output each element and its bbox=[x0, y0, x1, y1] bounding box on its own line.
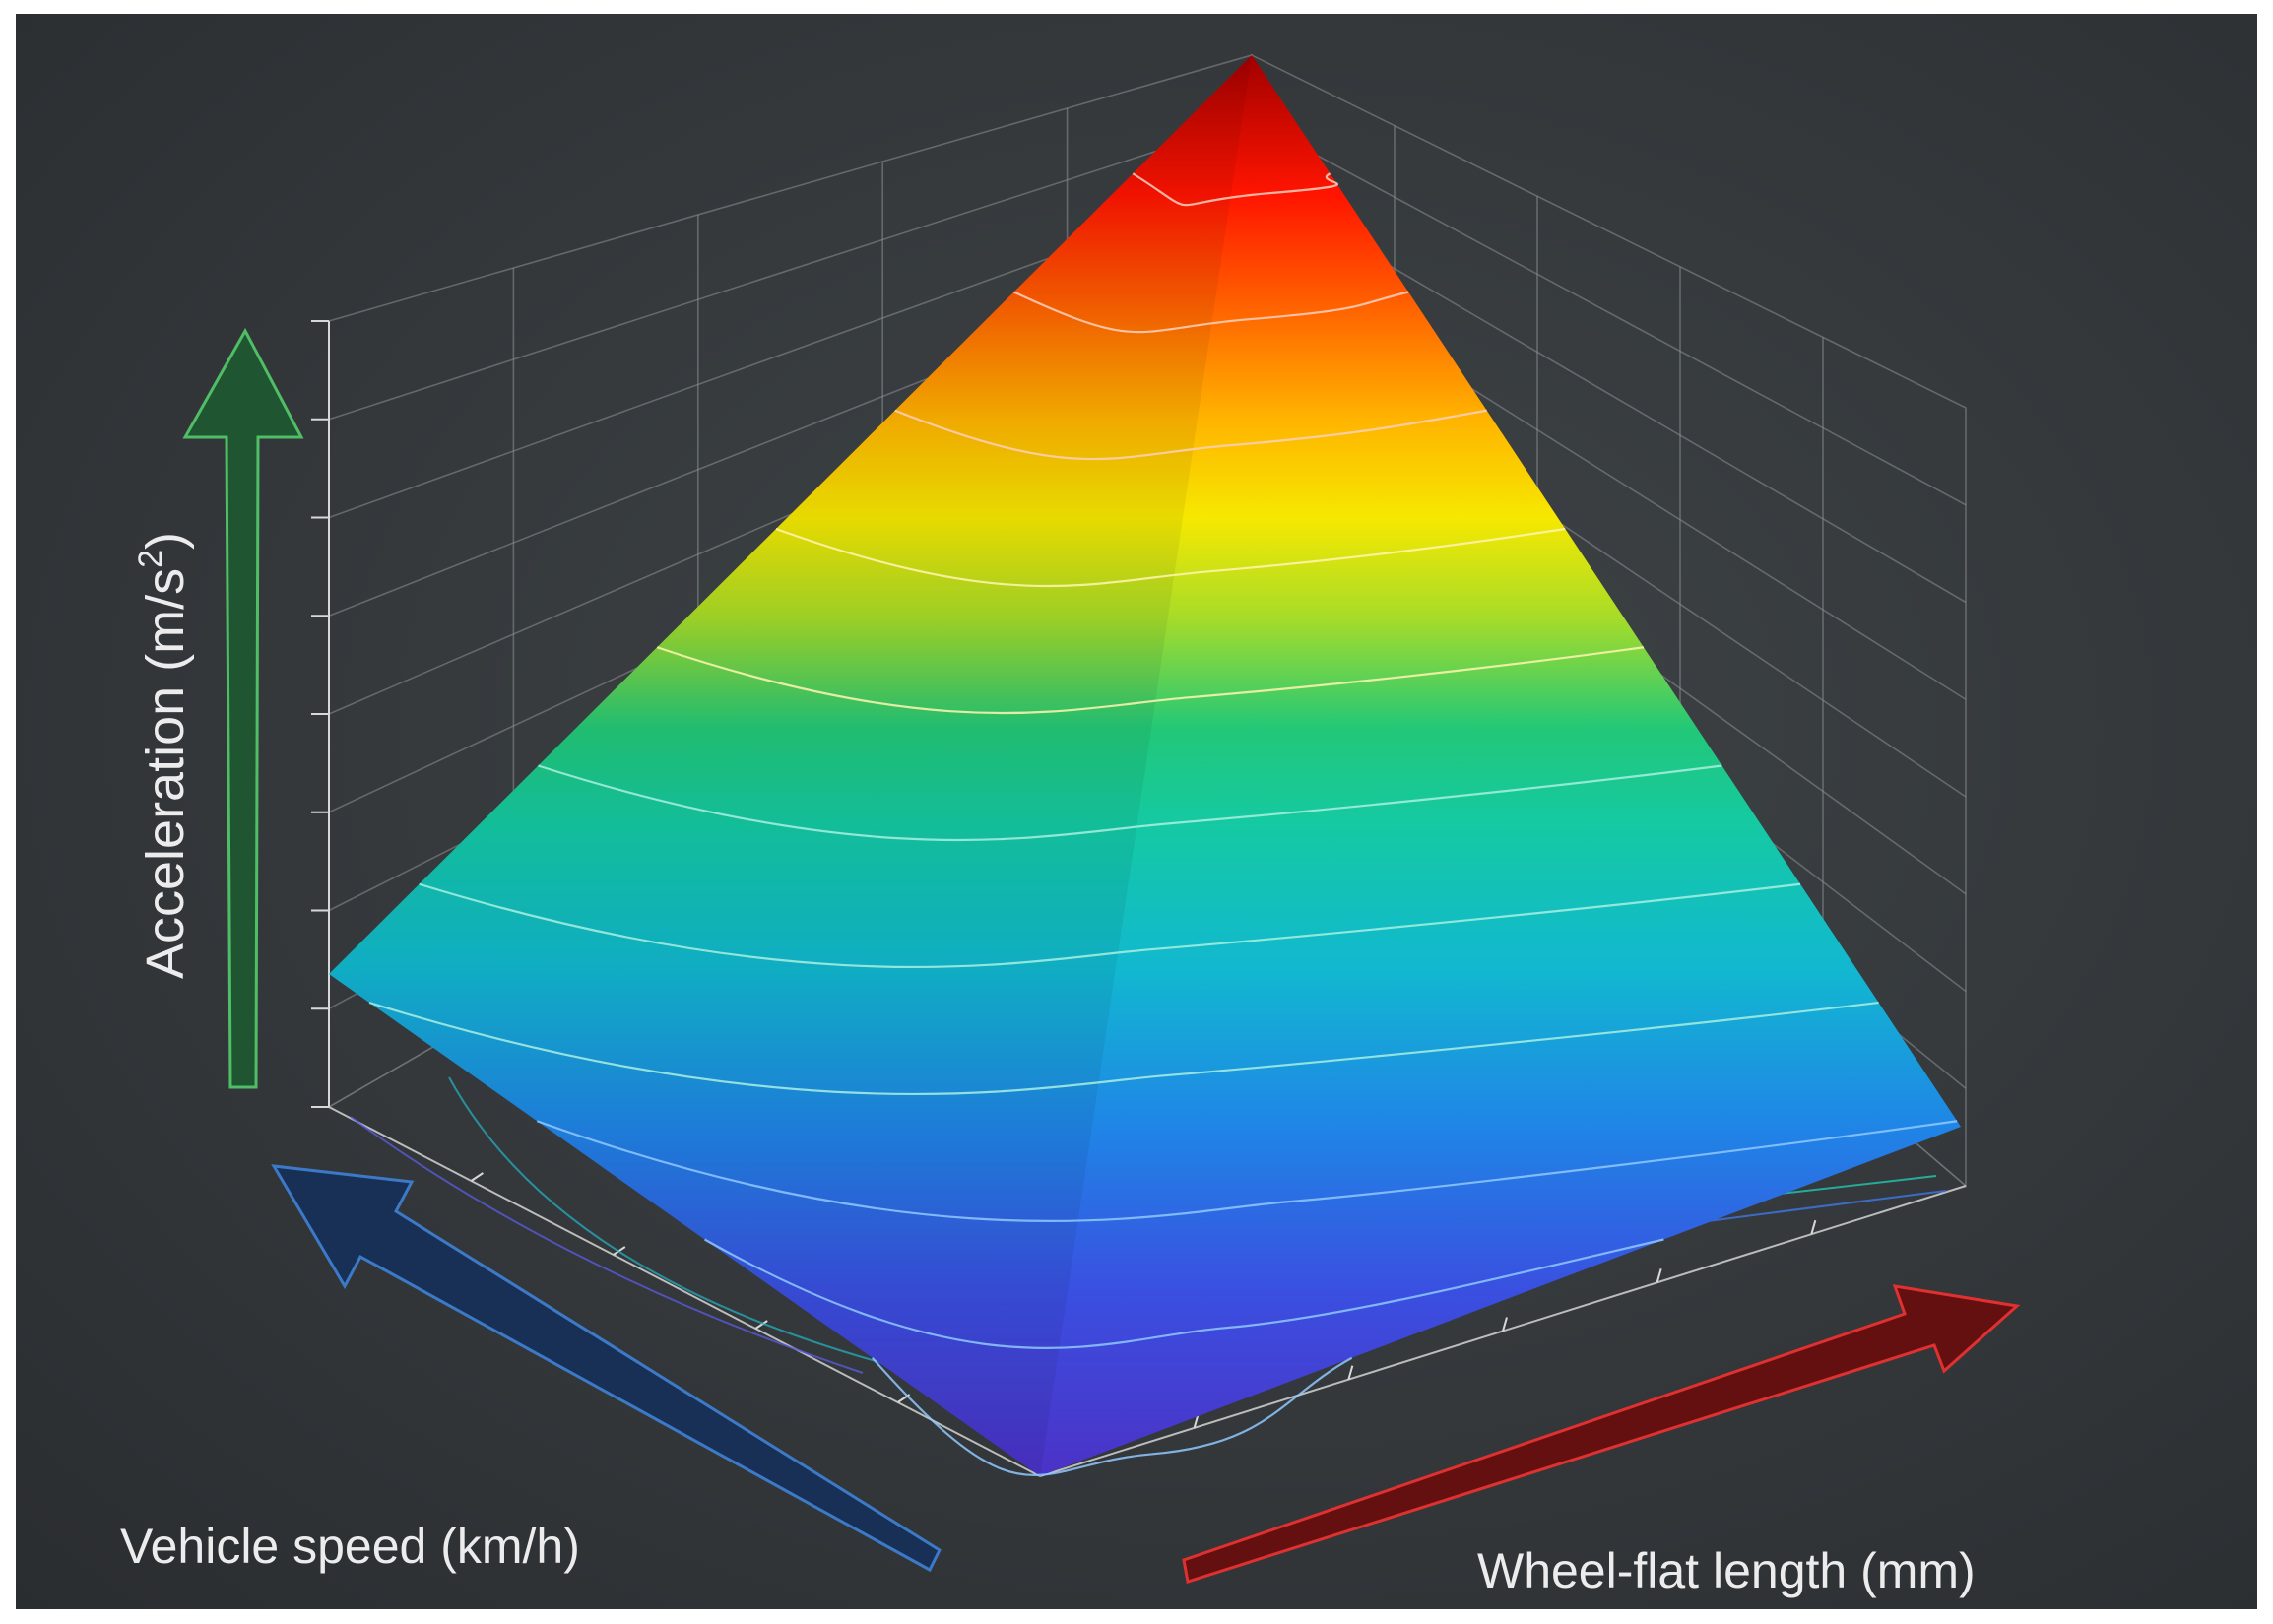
z-axis-ticks bbox=[311, 320, 330, 1108]
speed-tick bbox=[754, 1320, 768, 1330]
acceleration-axis-label: Acceleration (m/s2) bbox=[132, 532, 195, 979]
left-wall-gridline bbox=[328, 119, 1253, 421]
surface-contour-line bbox=[656, 646, 1645, 715]
surface-contour-line bbox=[871, 1356, 1353, 1476]
speed-tick bbox=[470, 1172, 484, 1182]
acceleration-surface bbox=[329, 55, 1961, 1476]
floor-contour-2 bbox=[448, 1076, 962, 1384]
right-wall-gridline bbox=[1251, 119, 1967, 506]
flat-length-tick bbox=[1656, 1268, 1662, 1283]
surface-contour-line bbox=[419, 882, 1801, 969]
axis-arrows bbox=[182, 327, 2021, 1584]
wheel-flat-axis-label: Wheel-flat length (mm) bbox=[1477, 1543, 1976, 1598]
surface-contour-line bbox=[894, 409, 1487, 461]
vehicle-speed-arrow bbox=[271, 1164, 942, 1573]
surface-contour-line bbox=[703, 1238, 1664, 1349]
surface-chart: Acceleration (m/s2) Vehicle speed (km/h)… bbox=[120, 53, 2021, 1598]
acceleration-arrow bbox=[182, 327, 304, 1089]
wheel-flat-arrow bbox=[1182, 1284, 2021, 1584]
surface-contour-line bbox=[368, 1001, 1879, 1096]
surface-face bbox=[329, 55, 1961, 1476]
speed-axis-ticks bbox=[328, 1106, 1041, 1477]
floor-contour-1 bbox=[350, 1116, 864, 1374]
flat-length-tick bbox=[1810, 1219, 1817, 1235]
flat-length-tick bbox=[1502, 1317, 1508, 1332]
surface-contour-line bbox=[1013, 291, 1409, 334]
surface-contour-line bbox=[1132, 172, 1339, 207]
flat-length-tick bbox=[1347, 1365, 1354, 1380]
surface-contour-line bbox=[536, 1120, 1958, 1222]
flat-length-axis-ticks bbox=[1039, 1185, 1967, 1477]
surface-contour-line bbox=[775, 527, 1566, 588]
chart-canvas: Acceleration (m/s2) Vehicle speed (km/h)… bbox=[16, 14, 2257, 1609]
surface-contour-line bbox=[538, 764, 1722, 842]
vehicle-speed-axis-label: Vehicle speed (km/h) bbox=[120, 1519, 580, 1574]
surface-shading-left bbox=[329, 55, 1252, 1476]
speed-axis-line bbox=[328, 1106, 1041, 1477]
surface-contours bbox=[368, 172, 1958, 1476]
